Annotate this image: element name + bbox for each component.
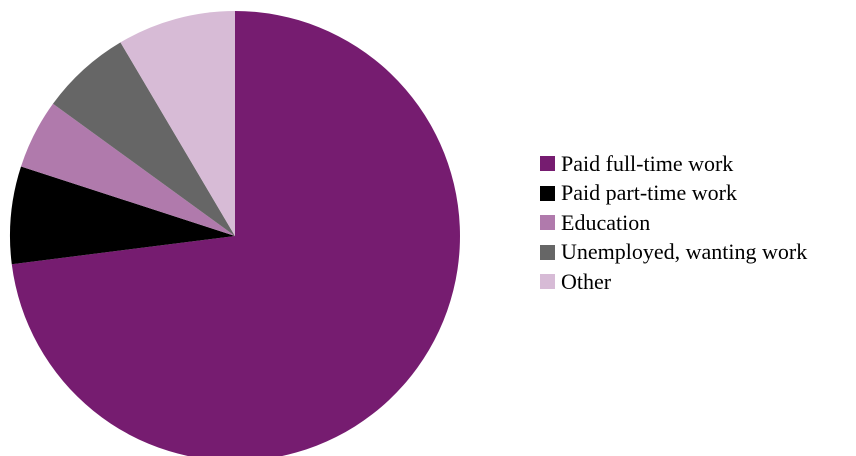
legend-label: Paid part-time work [561,180,737,206]
legend-item-other: Other [540,267,807,297]
legend-item-education: Education [540,208,807,238]
pie-plot-area [0,0,540,456]
legend-item-unemployed-wanting-work: Unemployed, wanting work [540,238,807,268]
legend-item-paid-full-time-work: Paid full-time work [540,149,807,179]
legend-item-paid-part-time-work: Paid part-time work [540,179,807,209]
legend-swatch [540,215,555,230]
legend-swatch [540,274,555,289]
legend-label: Education [561,210,650,236]
pie-slices [10,11,460,456]
legend-swatch [540,245,555,260]
legend-label: Unemployed, wanting work [561,239,807,265]
legend-swatch [540,156,555,171]
legend-label: Other [561,269,611,295]
legend-label: Paid full-time work [561,151,733,177]
legend: Paid full-time work Paid part-time work Ed… [540,149,807,297]
legend-swatch [540,186,555,201]
